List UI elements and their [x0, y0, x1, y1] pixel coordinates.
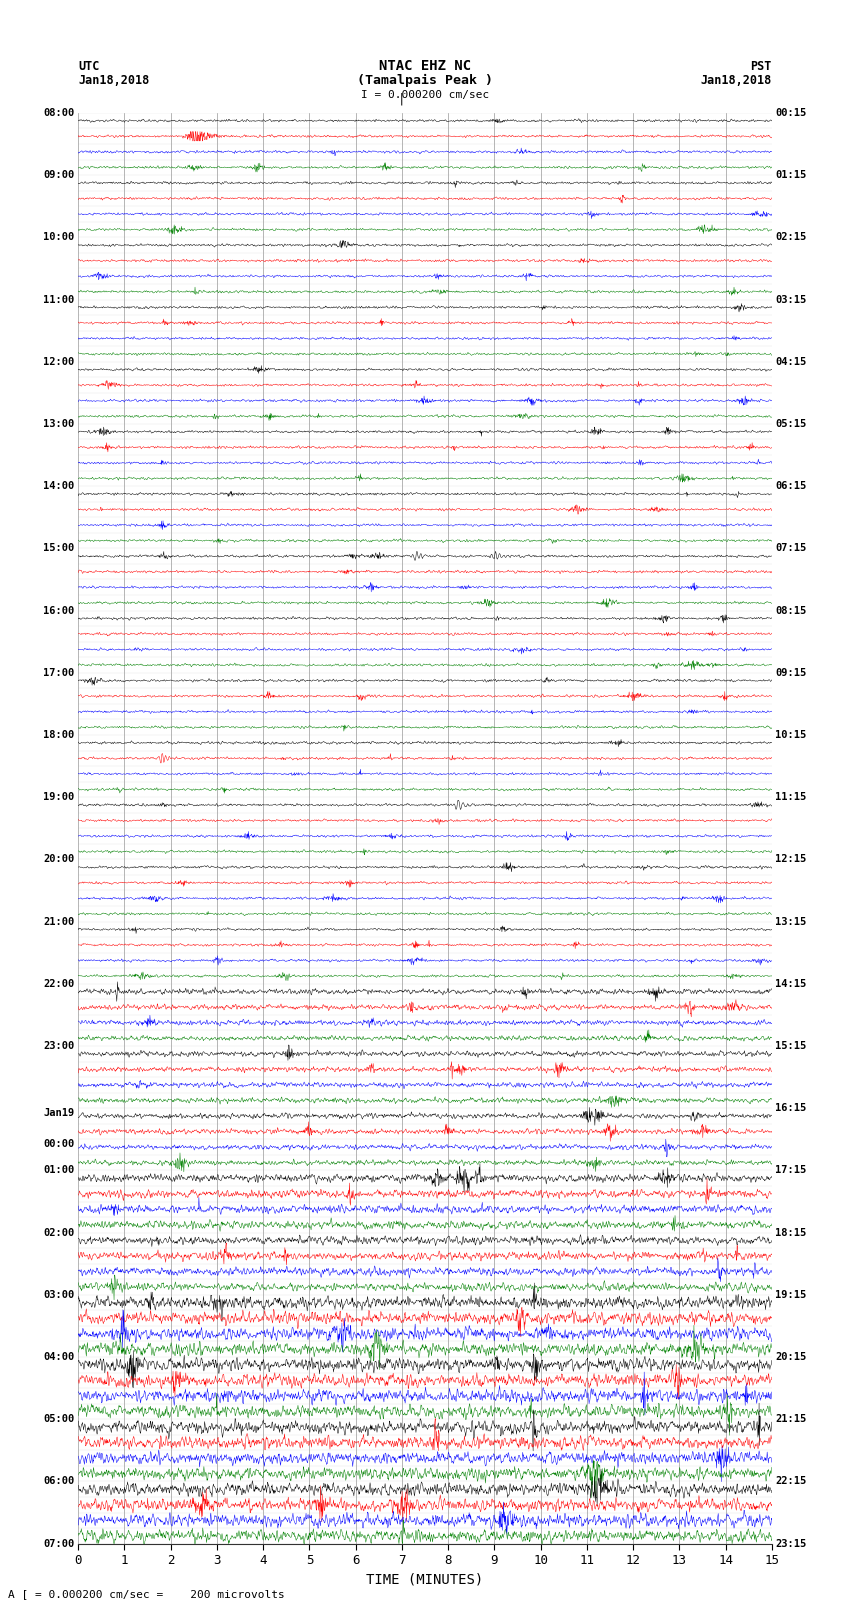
Text: 23:00: 23:00 — [43, 1040, 75, 1052]
Text: 16:15: 16:15 — [775, 1103, 807, 1113]
Text: 02:15: 02:15 — [775, 232, 807, 242]
Text: 18:00: 18:00 — [43, 731, 75, 740]
Text: 12:00: 12:00 — [43, 356, 75, 366]
Text: 20:00: 20:00 — [43, 855, 75, 865]
Text: 01:15: 01:15 — [775, 169, 807, 181]
Text: 13:15: 13:15 — [775, 916, 807, 926]
Text: 07:00: 07:00 — [43, 1539, 75, 1548]
Text: 08:15: 08:15 — [775, 605, 807, 616]
Text: 10:00: 10:00 — [43, 232, 75, 242]
Text: UTC: UTC — [78, 60, 99, 73]
Text: 04:00: 04:00 — [43, 1352, 75, 1361]
Text: 19:15: 19:15 — [775, 1290, 807, 1300]
Text: 18:15: 18:15 — [775, 1227, 807, 1237]
Text: 12:15: 12:15 — [775, 855, 807, 865]
X-axis label: TIME (MINUTES): TIME (MINUTES) — [366, 1573, 484, 1587]
Text: 05:00: 05:00 — [43, 1415, 75, 1424]
Text: 13:00: 13:00 — [43, 419, 75, 429]
Text: Jan18,2018: Jan18,2018 — [700, 74, 772, 87]
Text: 23:15: 23:15 — [775, 1539, 807, 1548]
Text: 21:00: 21:00 — [43, 916, 75, 926]
Text: 00:15: 00:15 — [775, 108, 807, 118]
Text: 06:00: 06:00 — [43, 1476, 75, 1487]
Text: 11:00: 11:00 — [43, 295, 75, 305]
Text: 17:15: 17:15 — [775, 1166, 807, 1176]
Text: I = 0.000200 cm/sec: I = 0.000200 cm/sec — [361, 90, 489, 100]
Text: 02:00: 02:00 — [43, 1227, 75, 1237]
Text: 11:15: 11:15 — [775, 792, 807, 802]
Text: 14:00: 14:00 — [43, 481, 75, 490]
Text: Jan18,2018: Jan18,2018 — [78, 74, 150, 87]
Text: 16:00: 16:00 — [43, 605, 75, 616]
Text: 14:15: 14:15 — [775, 979, 807, 989]
Text: 04:15: 04:15 — [775, 356, 807, 366]
Text: 15:00: 15:00 — [43, 544, 75, 553]
Text: 22:15: 22:15 — [775, 1476, 807, 1487]
Text: 09:00: 09:00 — [43, 169, 75, 181]
Text: 05:15: 05:15 — [775, 419, 807, 429]
Text: 20:15: 20:15 — [775, 1352, 807, 1361]
Text: Jan19: Jan19 — [43, 1108, 75, 1118]
Text: |: | — [398, 92, 405, 106]
Text: PST: PST — [751, 60, 772, 73]
Text: 22:00: 22:00 — [43, 979, 75, 989]
Text: 09:15: 09:15 — [775, 668, 807, 677]
Text: 21:15: 21:15 — [775, 1415, 807, 1424]
Text: 19:00: 19:00 — [43, 792, 75, 802]
Text: NTAC EHZ NC: NTAC EHZ NC — [379, 60, 471, 73]
Text: 15:15: 15:15 — [775, 1040, 807, 1052]
Text: 00:00: 00:00 — [43, 1139, 75, 1150]
Text: 01:00: 01:00 — [43, 1166, 75, 1176]
Text: 10:15: 10:15 — [775, 731, 807, 740]
Text: A [ = 0.000200 cm/sec =    200 microvolts: A [ = 0.000200 cm/sec = 200 microvolts — [8, 1589, 286, 1598]
Text: 17:00: 17:00 — [43, 668, 75, 677]
Text: 03:00: 03:00 — [43, 1290, 75, 1300]
Text: 06:15: 06:15 — [775, 481, 807, 490]
Text: 07:15: 07:15 — [775, 544, 807, 553]
Text: (Tamalpais Peak ): (Tamalpais Peak ) — [357, 74, 493, 87]
Text: 08:00: 08:00 — [43, 108, 75, 118]
Text: 03:15: 03:15 — [775, 295, 807, 305]
